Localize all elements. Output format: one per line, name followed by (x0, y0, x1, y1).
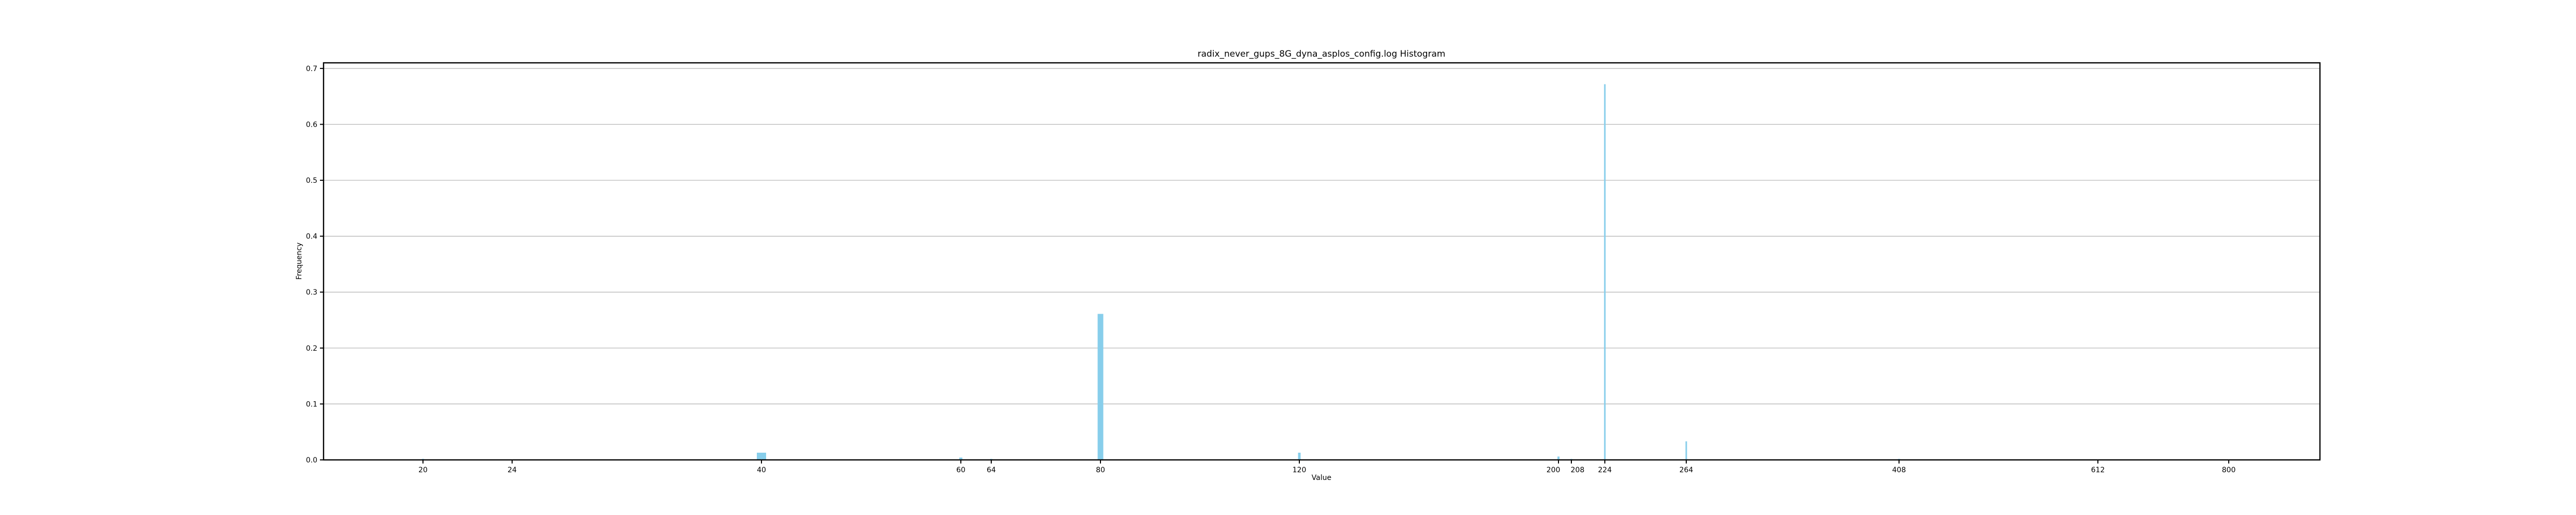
histogram-bar-120 (1298, 452, 1301, 460)
x-tick-label: 64 (987, 466, 996, 474)
x-tick-label: 612 (2091, 466, 2105, 474)
x-axis-label: Value (1312, 474, 1331, 482)
plot-area-frame (323, 62, 2321, 461)
x-tick-label: 800 (2222, 466, 2236, 474)
y-tick-label: 0.3 (306, 288, 317, 297)
y-tick-label: 0.6 (306, 121, 317, 129)
x-tick-label: 20 (418, 466, 428, 474)
x-tick-label: 224 (1598, 466, 1612, 474)
x-tick-label: 60 (956, 466, 965, 474)
y-axis-label: Frequency (295, 243, 303, 280)
histogram-bar-40 (757, 452, 766, 460)
histogram-bar-224 (1604, 84, 1606, 460)
histogram-bar-264 (1685, 441, 1687, 460)
y-axis-ticks: 0.0 0.1 0.2 0.3 0.4 0.5 0.6 0.7 (306, 65, 324, 465)
y-tick-label: 0.7 (306, 65, 317, 73)
x-tick-label: 408 (1892, 466, 1906, 474)
x-tick-label: 40 (757, 466, 766, 474)
x-axis-ticks: 20 24 40 60 64 80 120 200 208 224 264 408 612 800 (418, 460, 2235, 474)
y-tick-label: 0.2 (306, 345, 317, 353)
grid-lines (324, 68, 2320, 405)
histogram-bar-60 (959, 457, 962, 460)
histogram-bar-80 (1097, 314, 1104, 460)
y-tick-label: 0.5 (306, 177, 317, 185)
y-tick-label: 0.0 (306, 456, 317, 465)
x-tick-label: 80 (1096, 466, 1105, 474)
histogram-bar-200 (1557, 456, 1560, 460)
x-tick-label: 120 (1293, 466, 1307, 474)
y-tick-label: 0.4 (306, 233, 317, 241)
x-tick-label: 208 (1571, 466, 1585, 474)
x-tick-label: 264 (1680, 466, 1693, 474)
x-tick-label: 200 (1547, 466, 1561, 474)
y-tick-label: 0.1 (306, 400, 317, 408)
chart-title: radix_never_gups_8G_dyna_asplos_config.l… (1198, 49, 1446, 59)
x-tick-label: 24 (507, 466, 517, 474)
